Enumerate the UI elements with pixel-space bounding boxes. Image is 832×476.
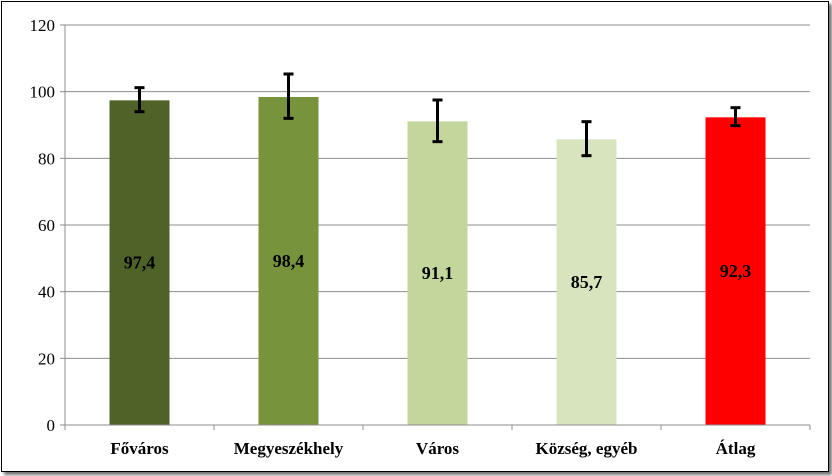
bar-chart: 0 20 40 60 80 100 120 97,4 Főváros 98,4 Megyeszékh… [30,16,811,458]
bar [705,117,766,425]
bar [407,121,468,425]
data-label: 91,1 [422,263,454,283]
y-tick-label: 120 [30,16,56,35]
y-tick-label: 40 [38,283,55,302]
data-label: 85,7 [571,272,603,292]
y-tick-label: 80 [38,149,55,168]
bar [258,97,319,425]
bar [109,100,170,425]
y-tick-label: 60 [38,216,55,235]
x-category-label: Főváros [110,439,169,458]
error-bar [134,86,145,114]
error-bar [432,98,443,144]
data-label: 92,3 [720,261,752,281]
x-category-label: Község, egyéb [536,439,638,458]
error-bar [581,120,592,158]
x-category-label: Átlag [716,439,756,458]
data-label: 98,4 [273,251,305,271]
error-bar [730,106,741,128]
axes [60,24,811,430]
y-tick-label: 0 [47,416,56,435]
y-tick-label: 100 [30,83,56,102]
bar [556,139,617,426]
labels: 0 20 40 60 80 100 120 97,4 Főváros 98,4 Megyeszékh… [30,16,756,458]
bars [109,72,766,426]
x-category-label: Megyeszékhely [234,439,344,458]
x-category-label: Város [416,439,460,458]
y-tick-label: 20 [38,349,55,368]
error-bar [283,72,294,120]
data-label: 97,4 [124,253,156,273]
